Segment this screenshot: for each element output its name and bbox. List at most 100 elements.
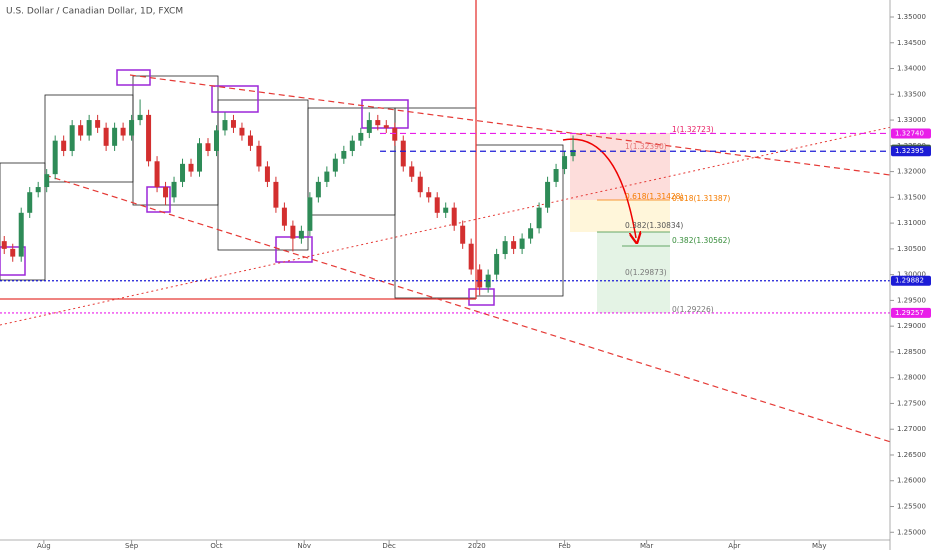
candle-body — [44, 174, 50, 188]
candle-body — [230, 120, 236, 128]
x-tick-label: Feb — [558, 542, 571, 550]
candle-body — [197, 143, 203, 172]
fib-label: 1(1.32390) — [625, 142, 667, 151]
y-tick-label: 1.31500 — [897, 193, 926, 201]
candle-body — [256, 145, 262, 167]
candle-body — [69, 125, 75, 151]
fib-zone — [570, 200, 670, 232]
y-tick-label: 1.28500 — [897, 348, 926, 356]
y-tick-label: 1.32000 — [897, 168, 926, 176]
fib-label: 0.382(1.30562) — [672, 236, 730, 245]
y-tick-label: 1.28000 — [897, 374, 926, 382]
candle-body — [494, 254, 500, 275]
candle-body — [103, 127, 109, 146]
candle-body — [163, 187, 169, 198]
candle-body — [95, 120, 101, 128]
candle-body — [383, 125, 389, 128]
y-tick-label: 1.35000 — [897, 13, 926, 21]
price-tag-label: 1.32740 — [895, 129, 924, 137]
candle-body — [205, 143, 211, 151]
candle-body — [400, 140, 406, 167]
candle-body — [290, 225, 296, 239]
candle-body — [239, 127, 245, 136]
candle-body — [27, 192, 33, 213]
candle-body — [264, 166, 270, 182]
candle-body — [10, 248, 16, 257]
y-tick-label: 1.33000 — [897, 116, 926, 124]
y-tick-label: 1.30500 — [897, 245, 926, 253]
y-tick-label: 1.26000 — [897, 477, 926, 485]
candle-body — [180, 163, 186, 182]
candle-body — [451, 207, 457, 226]
candle-body — [443, 207, 449, 213]
fib-zone — [597, 232, 670, 313]
candle-body — [281, 207, 287, 226]
candle-body — [213, 130, 219, 151]
x-tick-label: Nov — [297, 542, 311, 550]
price-tag — [891, 275, 931, 286]
candle-body — [61, 140, 67, 151]
candle-body — [349, 140, 355, 151]
candle-body — [146, 114, 152, 162]
candle-body — [434, 197, 440, 213]
candle-body — [562, 156, 568, 170]
y-tick-label: 1.25000 — [897, 528, 926, 536]
candle-body — [324, 171, 330, 182]
trendline — [0, 126, 890, 326]
box — [0, 162, 46, 281]
y-tick-label: 1.30000 — [897, 271, 926, 279]
candle-body — [222, 120, 228, 131]
fib-zone — [570, 133, 670, 200]
arrow — [562, 138, 636, 238]
candle-body — [366, 120, 372, 133]
candle-body — [112, 127, 118, 146]
candle-body — [188, 163, 194, 172]
fib-label: 0(1.29226) — [672, 305, 714, 314]
x-tick-label: May — [812, 542, 826, 550]
candle-body — [120, 127, 126, 136]
price-tag-label: 1.29257 — [895, 309, 924, 317]
y-tick-label: 1.33500 — [897, 90, 926, 98]
series — [0, 99, 890, 314]
candle-body — [315, 181, 321, 198]
candle-body — [511, 241, 517, 249]
candle-body — [137, 114, 143, 121]
y-tick-label: 1.29000 — [897, 322, 926, 330]
y-tick-label: 1.26500 — [897, 451, 926, 459]
candle-body — [332, 158, 338, 172]
candle-body — [468, 243, 474, 270]
candle-body — [298, 230, 304, 239]
candle-body — [477, 269, 483, 288]
y-tick-label: 1.29500 — [897, 296, 926, 304]
candle-body — [519, 238, 525, 249]
fib-label: 0(1.29873) — [625, 268, 667, 277]
fib-label: 0.618(1.31428) — [625, 192, 683, 201]
price-tag — [891, 307, 931, 318]
candle-body — [358, 132, 364, 141]
y-tick-label: 1.27500 — [897, 399, 926, 407]
candle-body — [35, 187, 41, 193]
fib-label: 1(1.32723) — [672, 125, 714, 134]
x-tick-label: Mar — [640, 542, 653, 550]
x-tick-label: Oct — [210, 542, 222, 550]
chart-title: U.S. Dollar / Canadian Dollar, 1D, FXCM — [6, 7, 183, 17]
highlight — [361, 99, 409, 129]
trendline — [129, 74, 890, 176]
price-tag-label: 1.29882 — [895, 277, 924, 285]
candle-body — [154, 161, 160, 188]
x-tick-label: Sep — [125, 542, 139, 550]
price-tag-label: 1.32395 — [895, 147, 924, 155]
candle-body — [528, 228, 534, 239]
candle-body — [426, 192, 432, 198]
y-tick-label: 1.34500 — [897, 39, 926, 47]
y-tick-label: 1.27000 — [897, 425, 926, 433]
price-tag — [891, 146, 931, 157]
candle-body — [129, 120, 135, 136]
x-tick-label: 2020 — [468, 542, 486, 550]
candle-body — [78, 125, 84, 136]
y-tick-label: 1.31000 — [897, 219, 926, 227]
price-tag — [891, 128, 931, 139]
candle-body — [18, 212, 24, 257]
candle-body — [86, 120, 92, 136]
